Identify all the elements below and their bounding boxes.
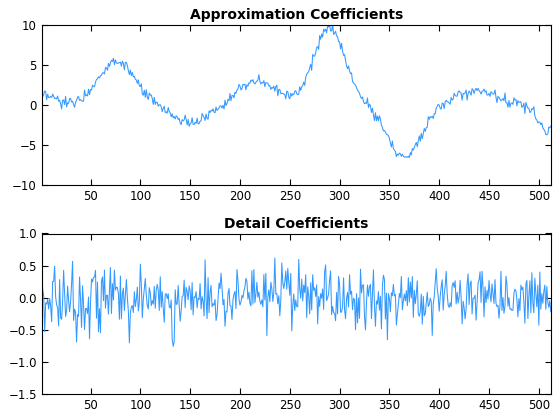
Title: Detail Coefficients: Detail Coefficients — [224, 217, 368, 231]
Title: Approximation Coefficients: Approximation Coefficients — [190, 8, 403, 22]
